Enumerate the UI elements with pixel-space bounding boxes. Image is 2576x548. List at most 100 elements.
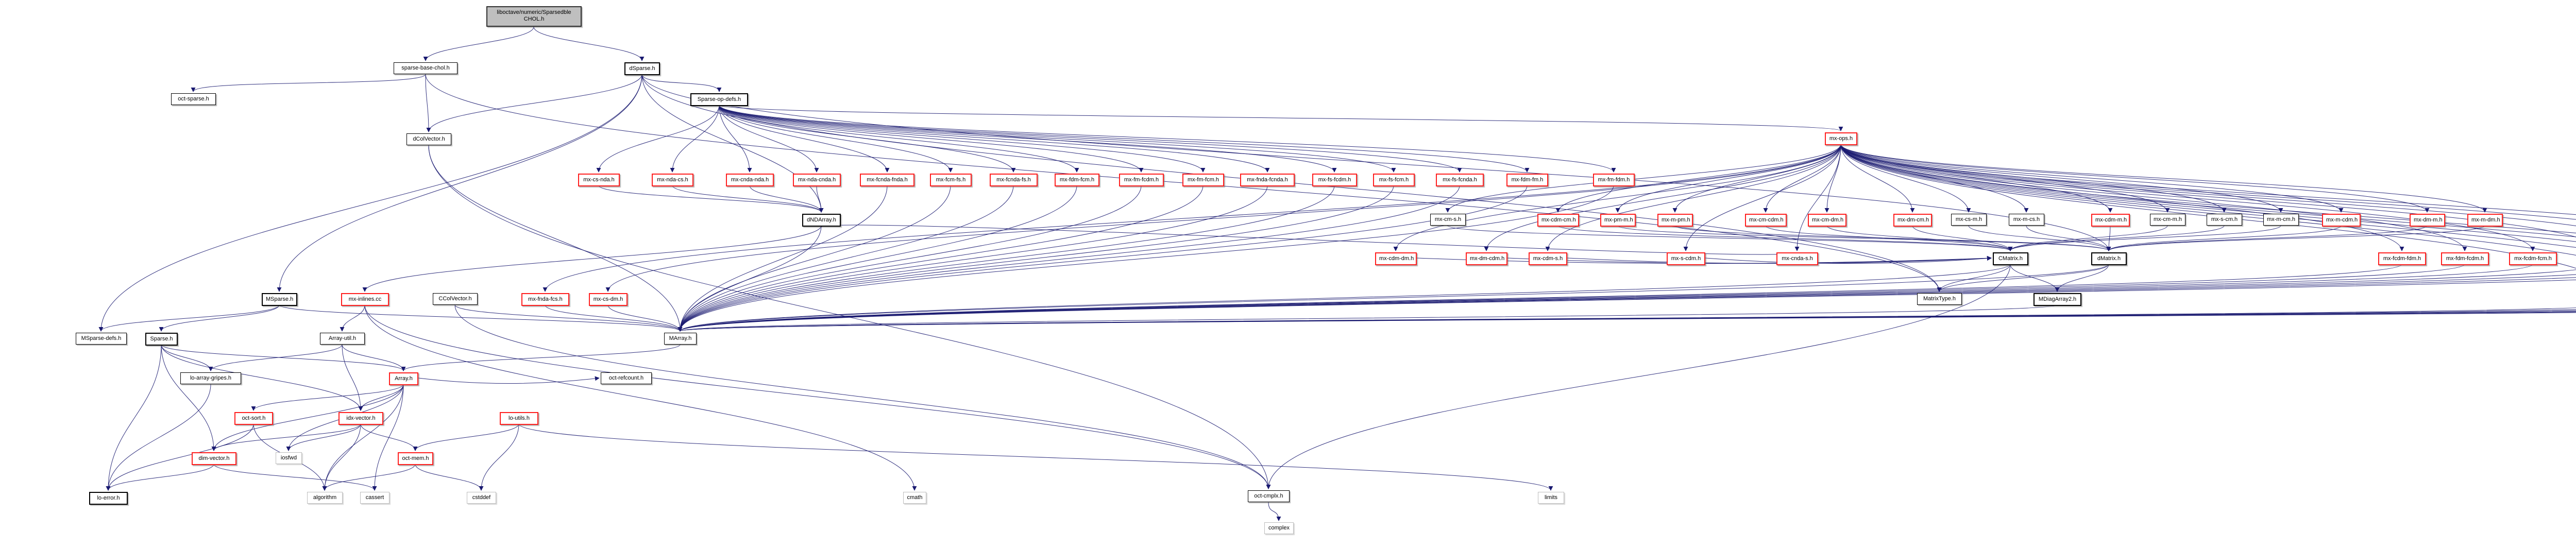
node-oct-mem[interactable]: oct-mem.h [398, 452, 433, 465]
edge-mx-cm-dm-to-CMatrix [1826, 225, 2013, 251]
node-mx-cm-s[interactable]: mx-cm-s.h [1430, 214, 1466, 226]
node-mx-nda-cs[interactable]: mx-nda-cs.h [652, 174, 693, 186]
node-mx-dm-cdm[interactable]: mx-dm-cdm.h [1466, 252, 1507, 265]
node-MSparse-defs[interactable]: MSparse-defs.h [76, 333, 127, 345]
node-oct-sort[interactable]: oct-sort.h [234, 412, 273, 425]
edge-lo-utils-to-oct-mem [413, 423, 519, 451]
edge-dMatrix-to-MArray [677, 264, 2109, 332]
node-mx-nda-cnda[interactable]: mx-nda-cnda.h [793, 174, 841, 186]
node-mx-m-cm[interactable]: mx-m-cm.h [2263, 214, 2299, 226]
edge-mx-ops-to-mx-fcdm-fdm [1840, 144, 2404, 251]
node-Array-util[interactable]: Array-util.h [320, 333, 365, 345]
node-dSparse[interactable]: dSparse.h [624, 62, 660, 75]
node-iosfwd: iosfwd [276, 452, 302, 464]
node-Sparse[interactable]: Sparse.h [145, 333, 178, 346]
edge-oct-sort-to-lo-error [106, 423, 254, 491]
node-mx-cs-nda[interactable]: mx-cs-nda.h [578, 174, 620, 186]
edge-dMatrix-to-MDiagArray2 [2055, 264, 2109, 292]
node-Array[interactable]: Array.h [389, 372, 418, 385]
node-cassert: cassert [360, 492, 389, 504]
node-mx-m-cs[interactable]: mx-m-cs.h [2009, 214, 2044, 226]
node-dColVector[interactable]: dColVector.h [406, 133, 451, 145]
node-Sparse-op-defs[interactable]: Sparse-op-defs.h [690, 93, 748, 106]
edge-mx-ops-to-mx-cdm-m [1840, 144, 2113, 213]
node-mx-cm-dm[interactable]: mx-cm-dm.h [1808, 214, 1846, 227]
edge-Sparse-op-defs-to-mx-fs-fcnda [719, 105, 1462, 173]
node-lo-error[interactable]: lo-error.h [89, 492, 128, 505]
edge-root-to-sparse-base-chol [423, 26, 534, 61]
node-mx-m-dm[interactable]: mx-m-dm.h [2467, 214, 2503, 227]
node-mx-fm-fdm[interactable]: mx-fm-fdm.h [1593, 174, 1635, 186]
edge-idx-vector-to-oct-mem [360, 423, 418, 451]
edge-mx-fm-fdm-to-MArray [677, 185, 1614, 332]
node-dMatrix[interactable]: dMatrix.h [2091, 252, 2127, 265]
node-MatrixType[interactable]: MatrixType.h [1917, 293, 1962, 305]
node-mx-cdm-dm[interactable]: mx-cdm-dm.h [1375, 252, 1417, 265]
edge-mx-ops-to-mx-fcs-fdm [1840, 144, 2576, 256]
edge-dColVector-to-MArray [428, 145, 683, 332]
node-MSparse[interactable]: MSparse.h [262, 293, 297, 306]
node-mx-m-pm[interactable]: mx-m-pm.h [1657, 214, 1693, 227]
node-mx-pm-m[interactable]: mx-pm-m.h [1600, 214, 1636, 227]
node-mx-cm-cdm[interactable]: mx-cm-cdm.h [1745, 214, 1787, 227]
node-dNDArray[interactable]: dNDArray.h [802, 214, 841, 227]
node-mx-fcdm-fdm[interactable]: mx-fcdm-fdm.h [2378, 252, 2426, 265]
node-CColVector[interactable]: CColVector.h [433, 293, 478, 305]
edge-Sparse-to-lo-error [106, 344, 162, 491]
node-idx-vector[interactable]: idx-vector.h [338, 412, 383, 425]
node-MArray[interactable]: MArray.h [664, 333, 697, 345]
node-dim-vector[interactable]: dim-vector.h [192, 452, 236, 465]
node-mx-cnda-s[interactable]: mx-cnda-s.h [1776, 252, 1818, 265]
node-mx-cdm-cm[interactable]: mx-cdm-cm.h [1537, 214, 1579, 227]
node-mx-cs-m[interactable]: mx-cs-m.h [1951, 214, 1987, 226]
edge-dColVector-to-oct-cmplx [428, 145, 1271, 489]
node-mx-fs-fcnda[interactable]: mx-fs-fcnda.h [1436, 174, 1484, 186]
node-mx-fcnda-fs[interactable]: mx-fcnda-fs.h [990, 174, 1038, 186]
node-lo-utils[interactable]: lo-utils.h [500, 412, 538, 425]
node-oct-sparse[interactable]: oct-sparse.h [171, 93, 216, 105]
edge-mx-ops-to-mx-cdm-cm [1555, 144, 1841, 213]
edge-Sparse-to-Array [161, 344, 406, 371]
edge-mx-ops-to-mx-fm-fcs [1840, 144, 2576, 233]
node-mx-fdm-fcm[interactable]: mx-fdm-fcm.h [1055, 174, 1099, 186]
node-mx-s-cm[interactable]: mx-s-cm.h [2207, 214, 2242, 226]
node-mx-fnda-fcs[interactable]: mx-fnda-fcs.h [521, 293, 569, 306]
node-mx-fcnda-fnda[interactable]: mx-fcnda-fnda.h [860, 174, 914, 186]
node-mx-fdm-fcdm[interactable]: mx-fdm-fcdm.h [2441, 252, 2489, 265]
edge-Sparse-op-defs-to-mx-fm-fdm [719, 105, 1616, 173]
node-mx-cs-dm[interactable]: mx-cs-dm.h [589, 293, 628, 306]
node-mx-cdm-s[interactable]: mx-cdm-s.h [1529, 252, 1567, 265]
edge-mx-fcm-fs-to-MArray [677, 185, 951, 332]
node-CMatrix[interactable]: CMatrix.h [1993, 252, 2028, 265]
node-mx-cdm-m[interactable]: mx-cdm-m.h [2091, 214, 2130, 227]
node-oct-cmplx[interactable]: oct-cmplx.h [1248, 490, 1290, 502]
node-mx-fm-fcdm[interactable]: mx-fm-fcdm.h [1119, 174, 1164, 186]
edge-dim-vector-to-cassert [213, 464, 377, 491]
edge-mx-ops-to-mx-fcdm-fm [1840, 144, 2576, 237]
node-lo-array-gripes[interactable]: lo-array-gripes.h [180, 372, 241, 384]
node-mx-fdm-fm[interactable]: mx-fdm-fm.h [1506, 174, 1548, 186]
edge-mx-fcdm-fdm-to-MArray [677, 264, 2402, 332]
node-mx-cm-m[interactable]: mx-cm-m.h [2150, 214, 2185, 226]
node-mx-m-cdm[interactable]: mx-m-cdm.h [2322, 214, 2361, 227]
edge-mx-fcdm-fcm-to-MArray [678, 264, 2533, 332]
node-mx-fm-fcm[interactable]: mx-fm-fcm.h [1182, 174, 1224, 186]
node-mx-fs-fcm[interactable]: mx-fs-fcm.h [1373, 174, 1415, 186]
node-mx-fcm-fs[interactable]: mx-fcm-fs.h [930, 174, 972, 186]
edge-mx-ops-to-mx-fcdm-fs [1840, 144, 2576, 227]
edge-mx-ops-to-mx-fcs-fnda [1840, 144, 2576, 242]
node-mx-ops[interactable]: mx-ops.h [1825, 132, 1857, 145]
node-mx-inlines[interactable]: mx-inlines.cc [341, 293, 389, 306]
node-mx-cnda-nda[interactable]: mx-cnda-nda.h [726, 174, 774, 186]
node-mx-fs-fcdm[interactable]: mx-fs-fcdm.h [1312, 174, 1357, 186]
node-MDiagArray2[interactable]: MDiagArray2.h [2033, 293, 2081, 306]
edge-mx-fm-fcs-to-MArray [678, 312, 2576, 332]
node-mx-dm-m[interactable]: mx-dm-m.h [2410, 214, 2445, 227]
edge-mx-dm-m-to-dMatrix [2106, 225, 2428, 251]
node-mx-dm-cm[interactable]: mx-dm-cm.h [1893, 214, 1932, 227]
node-oct-refcount[interactable]: oct-refcount.h [601, 372, 652, 384]
node-mx-s-cdm[interactable]: mx-s-cdm.h [1667, 252, 1705, 265]
node-sparse-base-chol[interactable]: sparse-base-chol.h [394, 62, 457, 74]
node-mx-fcdm-fcm[interactable]: mx-fcdm-fcm.h [2509, 252, 2557, 265]
node-mx-fnda-fcnda[interactable]: mx-fnda-fcnda.h [1240, 174, 1295, 186]
